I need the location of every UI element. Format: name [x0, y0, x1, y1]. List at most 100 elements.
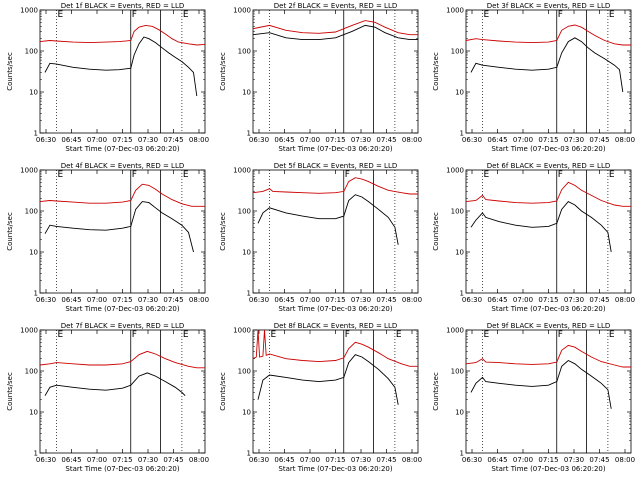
plot-frame — [252, 329, 419, 454]
time-marker-label: F — [558, 330, 563, 340]
y-axis-label: Counts/sec — [219, 372, 227, 411]
x-tick-label: 08:00 — [615, 296, 635, 304]
x-tick-label: 08:00 — [615, 136, 635, 144]
x-tick-label: 07:30 — [138, 456, 158, 464]
x-tick-label: 06:30 — [36, 296, 56, 304]
y-tick-label: 1 — [34, 130, 38, 138]
y-tick-label: 1000 — [446, 167, 464, 175]
y-axis-label: Counts/sec — [6, 212, 14, 251]
x-tick-label: 07:15 — [325, 456, 345, 464]
chart-panel-2: Det 2f BLACK = Events, RED = LLD 1 10 100 10… — [219, 2, 422, 153]
x-tick-label: 07:30 — [564, 456, 584, 464]
x-tick-label: 07:00 — [513, 136, 533, 144]
x-tick-label: 08:00 — [615, 456, 635, 464]
x-tick-label: 07:30 — [351, 456, 371, 464]
x-tick-label: 06:45 — [274, 456, 294, 464]
x-axis-label: Start Time (07-Dec-03 06:20:20) — [491, 305, 605, 313]
x-tick-label: 07:15 — [538, 456, 558, 464]
x-tick-label: 06:45 — [487, 296, 507, 304]
data-series-line — [44, 36, 198, 97]
x-tick-label: 07:15 — [112, 136, 132, 144]
y-tick-label: 1 — [247, 450, 251, 458]
x-tick-label: 06:45 — [61, 296, 81, 304]
x-tick-label: 07:00 — [300, 136, 320, 144]
x-tick-label: 06:45 — [274, 136, 294, 144]
x-tick-label: 06:45 — [487, 136, 507, 144]
x-tick-label: 08:00 — [402, 136, 422, 144]
x-tick-label: 08:00 — [402, 296, 422, 304]
time-marker-label: F — [132, 330, 137, 340]
x-tick-label: 06:30 — [462, 136, 482, 144]
x-tick-label: 07:45 — [376, 136, 396, 144]
y-tick-label: 100 — [238, 208, 251, 216]
y-tick-label: 1 — [34, 450, 38, 458]
time-marker-label: F — [345, 170, 350, 180]
y-axis-label: Counts/sec — [432, 52, 440, 91]
x-tick-label: 07:15 — [325, 296, 345, 304]
chart-title: Det 6f BLACK = Events, RED = LLD — [487, 162, 610, 170]
y-axis-label: Counts/sec — [219, 52, 227, 91]
data-series-line — [44, 372, 186, 397]
x-tick-label: 07:30 — [564, 136, 584, 144]
x-tick-label: 07:00 — [87, 136, 107, 144]
plot-frame — [465, 329, 632, 454]
x-tick-label: 06:30 — [36, 136, 56, 144]
chart-panel-3: Det 3f BLACK = Events, RED = LLD 1 10 100 10… — [432, 2, 635, 153]
y-tick-label: 10 — [29, 249, 38, 257]
x-tick-label: 07:45 — [163, 136, 183, 144]
time-marker-label: E — [58, 330, 64, 340]
y-axis-label: Counts/sec — [6, 372, 14, 411]
y-axis-label: Counts/sec — [6, 52, 14, 91]
y-tick-label: 1 — [460, 450, 464, 458]
data-series-line — [252, 329, 418, 367]
data-series-line — [257, 354, 399, 405]
y-tick-label: 10 — [455, 249, 464, 257]
chart-title: Det 5f BLACK = Events, RED = LLD — [274, 162, 397, 170]
x-axis-label: Start Time (07-Dec-03 06:20:20) — [491, 145, 605, 153]
y-tick-label: 1 — [460, 290, 464, 298]
time-marker-label: F — [345, 330, 350, 340]
x-tick-label: 07:00 — [87, 296, 107, 304]
x-tick-label: 07:30 — [351, 136, 371, 144]
x-tick-label: 07:45 — [589, 296, 609, 304]
x-axis-label: Start Time (07-Dec-03 06:20:20) — [278, 465, 392, 473]
y-tick-label: 100 — [238, 368, 251, 376]
x-tick-label: 08:00 — [189, 136, 209, 144]
chart-panel-6: Det 6f BLACK = Events, RED = LLD 1 10 100 10… — [432, 162, 635, 313]
x-tick-label: 07:45 — [589, 456, 609, 464]
x-axis-label: Start Time (07-Dec-03 06:20:20) — [65, 465, 179, 473]
time-marker-label: E — [58, 10, 64, 20]
data-series-line — [44, 201, 194, 253]
x-tick-label: 06:45 — [61, 456, 81, 464]
plot-frame — [465, 9, 632, 134]
chart-title: Det 3f BLACK = Events, RED = LLD — [487, 2, 610, 10]
chart-panel-4: Det 4f BLACK = Events, RED = LLD 1 10 100 10… — [6, 162, 209, 313]
data-series-line — [470, 37, 624, 93]
x-tick-label: 07:30 — [351, 296, 371, 304]
y-tick-label: 1000 — [20, 7, 38, 15]
x-tick-label: 06:30 — [462, 296, 482, 304]
data-series-line — [465, 181, 631, 207]
plot-frame — [465, 169, 632, 294]
y-tick-label: 1000 — [446, 327, 464, 335]
x-tick-label: 07:15 — [112, 456, 132, 464]
x-axis-label: Start Time (07-Dec-03 06:20:20) — [278, 305, 392, 313]
y-tick-label: 100 — [451, 48, 464, 56]
time-marker-label: E — [609, 10, 615, 20]
y-tick-label: 10 — [455, 89, 464, 97]
chart-title: Det 2f BLACK = Events, RED = LLD — [274, 2, 397, 10]
y-tick-label: 10 — [242, 409, 251, 417]
x-tick-label: 07:45 — [589, 136, 609, 144]
chart-panel-7: Det 7f BLACK = Events, RED = LLD 1 10 100 10… — [6, 322, 209, 473]
time-marker-label: F — [132, 10, 137, 20]
time-marker-label: E — [484, 330, 490, 340]
chart-panel-8: Det 8f BLACK = Events, RED = LLD 1 10 100 10… — [219, 322, 422, 473]
x-tick-label: 08:00 — [189, 296, 209, 304]
y-tick-label: 100 — [451, 368, 464, 376]
chart-title: Det 4f BLACK = Events, RED = LLD — [61, 162, 184, 170]
x-tick-label: 06:45 — [61, 136, 81, 144]
data-series-line — [465, 24, 631, 46]
y-tick-label: 10 — [242, 89, 251, 97]
time-marker-label: E — [183, 10, 189, 20]
